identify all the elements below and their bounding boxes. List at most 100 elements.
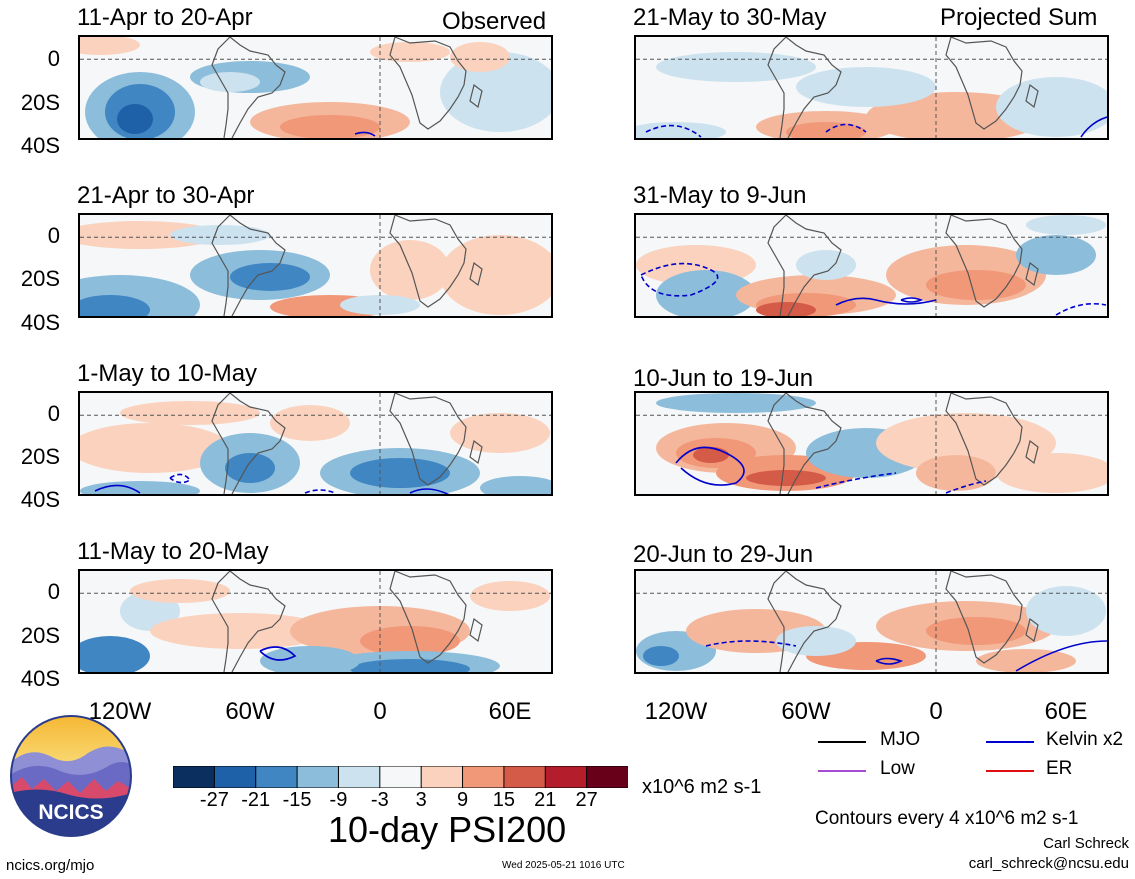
anomaly-region <box>996 453 1107 493</box>
anomaly-region <box>80 423 230 473</box>
map-panel-proj-2 <box>634 213 1109 318</box>
africa-coastline <box>945 571 1023 664</box>
kelvin-contour <box>900 297 924 303</box>
anomaly-region <box>746 470 826 486</box>
colorbar-swatch <box>586 765 630 789</box>
madagascar-coastline <box>1025 617 1039 643</box>
anomaly-region <box>340 295 420 315</box>
africa-coastline <box>945 393 1023 486</box>
colorbar-tick-label: -27 <box>199 789 229 811</box>
map-panel-obs-1 <box>78 35 553 140</box>
map-graphic <box>80 37 551 138</box>
south-america-coastline <box>211 393 231 494</box>
madagascar-coastline <box>469 83 483 109</box>
south-america-coastline <box>785 393 842 494</box>
colorbar-units: x10^6 m2 s-1 <box>642 776 762 798</box>
kelvin-contour <box>1015 640 1107 672</box>
kelvin-contour <box>835 297 937 306</box>
timestamp: Wed 2025-05-21 1016 UTC <box>502 860 625 871</box>
anomaly-region <box>656 270 756 316</box>
map-panel-proj-3 <box>634 391 1109 496</box>
panel-title-proj-3: 10-Jun to 19-Jun <box>633 365 814 392</box>
anomaly-region <box>370 240 450 300</box>
lon-label-60w: 60W <box>225 698 275 725</box>
legend-line-mjo <box>818 741 866 743</box>
author: Carl Schreck <box>1043 835 1129 852</box>
anomaly-region <box>150 613 330 649</box>
madagascar-coastline <box>469 439 483 465</box>
legend-label-kelvin: Kelvin x2 <box>1046 729 1124 750</box>
anomaly-region <box>796 250 856 280</box>
lon-label-0: 0 <box>373 698 387 725</box>
south-america-coastline <box>767 37 787 138</box>
email[interactable]: carl_schreck@ncsu.edu <box>968 855 1129 872</box>
colorbar-tick-label: 27 <box>575 789 598 811</box>
anomaly-region <box>440 235 551 315</box>
legend-label-low: Low <box>880 758 915 779</box>
lon-label-60e: 60E <box>488 698 532 725</box>
map-graphic <box>636 571 1107 672</box>
anomaly-region <box>1016 235 1096 275</box>
map-graphic <box>80 571 551 672</box>
logo-text: NCICS <box>38 801 103 824</box>
legend-label-mjo: MJO <box>880 729 921 750</box>
lat-label-20s: 20S <box>20 266 60 291</box>
anomaly-region <box>270 405 350 441</box>
anomaly-region <box>230 263 310 291</box>
panel-title-proj-1: 21-May to 30-May <box>633 4 827 31</box>
anomaly-region <box>120 401 260 425</box>
anomaly-region <box>360 626 460 656</box>
anomaly-region <box>80 37 140 55</box>
colorbar-swatch <box>255 765 299 789</box>
south-america-coastline <box>229 215 286 316</box>
south-america-coastline <box>211 215 231 316</box>
map-panel-obs-2 <box>78 213 553 318</box>
kelvin-contour <box>1080 116 1107 138</box>
ncics-logo: NCICS <box>10 715 132 837</box>
anomaly-region <box>80 295 150 316</box>
panel-title-proj-2: 31-May to 9-Jun <box>633 182 807 209</box>
colorbar-tick-label: -3 <box>370 789 389 811</box>
anomaly-region <box>260 646 360 672</box>
colorbar-tick-label: -9 <box>329 789 348 811</box>
panel-title-obs-4: 11-May to 20-May <box>77 538 269 565</box>
colorbar-tick-label: -15 <box>282 789 312 811</box>
anomaly-region <box>370 42 450 62</box>
panel-title-obs-1: 11-Apr to 20-Apr <box>77 4 253 31</box>
anomaly-region <box>80 636 150 672</box>
anomaly-region <box>480 476 551 494</box>
kelvin-contour <box>304 489 336 494</box>
south-america-coastline <box>785 37 842 138</box>
anomaly-region <box>170 225 270 245</box>
anomaly-region <box>786 122 866 138</box>
lat-label-40s: 40S <box>20 487 60 512</box>
map-graphic <box>636 393 1107 494</box>
map-graphic <box>636 215 1107 316</box>
anomaly-region <box>450 42 510 72</box>
anomaly-region <box>976 649 1076 672</box>
anomaly-region <box>693 447 729 463</box>
colorbar <box>172 765 630 789</box>
anomaly-region <box>656 393 816 413</box>
south-america-coastline <box>785 215 842 316</box>
colorbar-swatch <box>503 765 547 789</box>
lat-label-20s: 20S <box>20 623 60 648</box>
colorbar-swatch <box>544 765 588 789</box>
kelvin-contour <box>409 488 450 494</box>
anomaly-region <box>470 581 550 611</box>
colorbar-swatch <box>379 765 423 789</box>
map-panel-obs-4 <box>78 569 553 674</box>
madagascar-coastline <box>469 261 483 287</box>
anomaly-region <box>440 52 551 132</box>
projected-label: Projected Sum <box>940 4 1098 31</box>
colorbar-swatch <box>462 765 505 789</box>
south-america-coastline <box>211 37 231 138</box>
map-panel-obs-3 <box>78 391 553 496</box>
lon-label-0: 0 <box>929 698 943 725</box>
site-link[interactable]: ncics.org/mjo <box>6 857 95 874</box>
colorbar-swatch <box>337 765 381 789</box>
kelvin-contour <box>675 446 745 486</box>
panel-title-obs-3: 1-May to 10-May <box>77 360 258 387</box>
madagascar-coastline <box>1025 261 1039 287</box>
lat-label-0: 0 <box>47 46 60 71</box>
